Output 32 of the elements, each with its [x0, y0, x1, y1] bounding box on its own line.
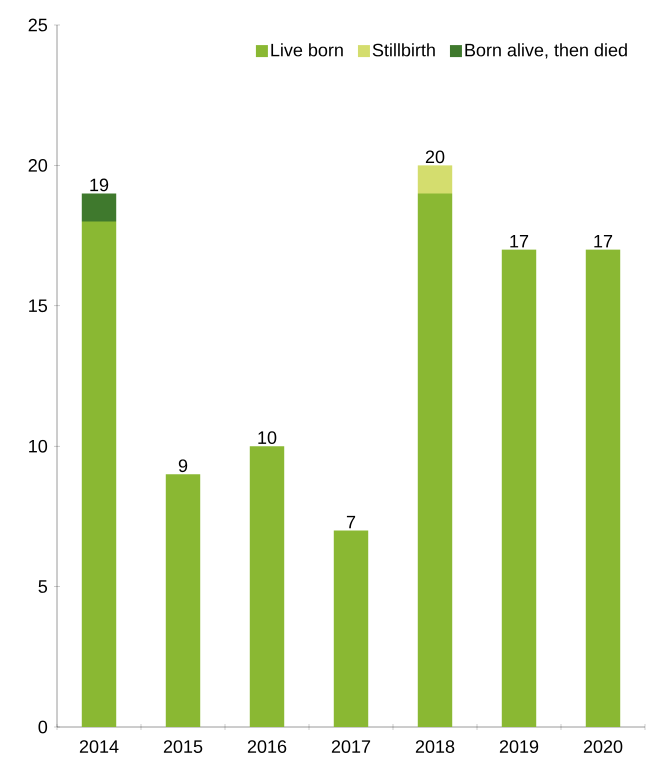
bar	[166, 474, 200, 727]
y-tick-label: 20	[28, 159, 48, 172]
y-tick-label: 0	[38, 720, 48, 734]
bar	[502, 250, 536, 727]
bar	[586, 250, 620, 727]
total-label: 17	[594, 235, 612, 248]
legend-label: Stillbirth	[372, 43, 435, 56]
x-tick-label: 2017	[332, 740, 370, 753]
bar	[250, 446, 284, 727]
total-label: 10	[258, 431, 276, 444]
total-label: 9	[178, 459, 188, 472]
total-label: 19	[90, 178, 108, 192]
bar	[334, 530, 368, 727]
x-tick-label: 2018	[416, 740, 454, 753]
y-tick-label: 5	[38, 580, 48, 593]
x-tick-label: 2015	[164, 740, 202, 753]
x-tick-label: 2019	[500, 740, 538, 753]
x-tick-label: 2014	[80, 740, 118, 753]
x-tick-label: 2020	[584, 740, 622, 753]
total-label: 20	[426, 150, 444, 164]
bar	[82, 222, 116, 727]
bar	[418, 193, 452, 727]
y-tick-label: 15	[29, 300, 48, 312]
total-label: 7	[346, 516, 356, 528]
x-tick-label: 2016	[248, 740, 286, 753]
y-tick-label: 25	[28, 18, 48, 32]
bar	[418, 165, 452, 194]
total-label: 17	[510, 235, 528, 248]
legend-label: Live born	[271, 43, 343, 56]
bar	[82, 193, 116, 222]
legend-label: Born alive, then died	[465, 43, 627, 59]
y-tick-label: 10	[29, 440, 48, 453]
